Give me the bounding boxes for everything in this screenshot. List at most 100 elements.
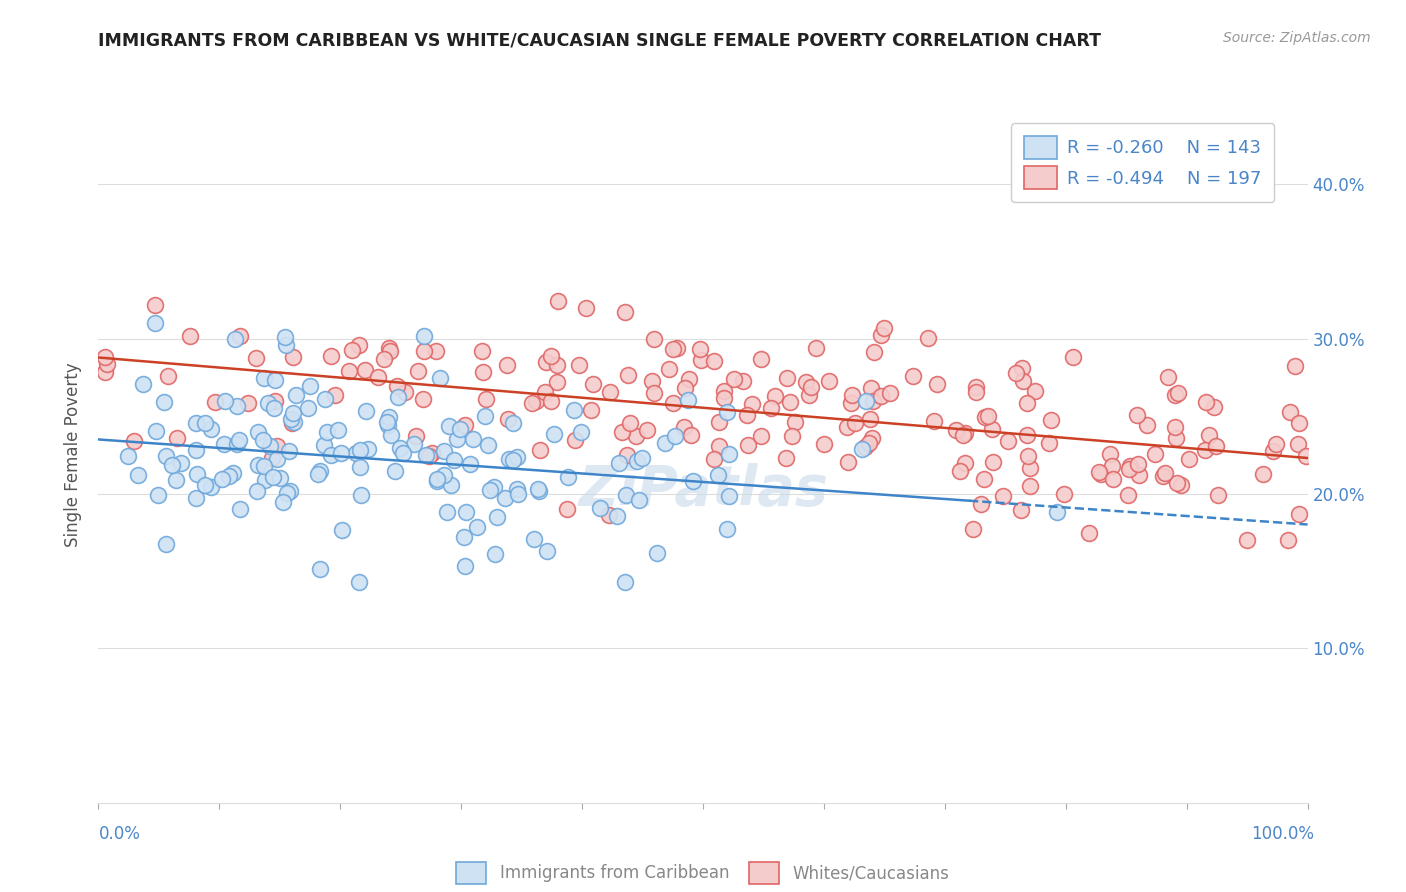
- Text: ZiPatlas: ZiPatlas: [578, 463, 828, 516]
- Point: [245, 351, 267, 365]
- Point: [471, 344, 494, 359]
- Point: [662, 396, 685, 410]
- Point: [673, 419, 696, 434]
- Point: [340, 343, 363, 357]
- Point: [588, 500, 610, 515]
- Point: [496, 358, 519, 372]
- Point: [523, 533, 546, 547]
- Point: [405, 429, 427, 443]
- Point: [575, 301, 598, 316]
- Point: [737, 438, 759, 452]
- Point: [870, 389, 893, 403]
- Point: [991, 489, 1014, 503]
- Point: [388, 441, 411, 455]
- Point: [1286, 437, 1309, 451]
- Point: [613, 574, 636, 589]
- Point: [247, 425, 270, 440]
- Point: [1088, 465, 1111, 479]
- Point: [763, 389, 786, 403]
- Point: [862, 393, 884, 408]
- Point: [186, 416, 208, 430]
- Text: Source: ZipAtlas.com: Source: ZipAtlas.com: [1223, 31, 1371, 45]
- Point: [1126, 408, 1149, 422]
- Point: [456, 505, 478, 519]
- Point: [626, 454, 648, 468]
- Point: [274, 330, 297, 344]
- Point: [433, 444, 456, 458]
- Point: [347, 337, 370, 351]
- Point: [713, 384, 735, 399]
- Point: [735, 408, 758, 422]
- Point: [280, 416, 302, 430]
- Point: [160, 458, 183, 472]
- Point: [536, 544, 558, 558]
- Point: [662, 342, 685, 356]
- Point: [1164, 419, 1187, 434]
- Point: [645, 546, 668, 560]
- Point: [253, 473, 276, 487]
- Point: [1136, 418, 1159, 433]
- Point: [260, 451, 283, 466]
- Point: [716, 405, 738, 419]
- Point: [1178, 452, 1201, 467]
- Point: [276, 486, 298, 500]
- Point: [1062, 351, 1084, 365]
- Point: [851, 442, 873, 457]
- Point: [226, 437, 249, 451]
- Text: 100.0%: 100.0%: [1251, 825, 1315, 843]
- Point: [357, 442, 380, 456]
- Point: [155, 449, 177, 463]
- Point: [965, 380, 987, 394]
- Point: [970, 497, 993, 511]
- Point: [222, 466, 245, 480]
- Point: [269, 471, 291, 485]
- Point: [94, 365, 117, 379]
- Point: [973, 472, 995, 486]
- Point: [658, 361, 681, 376]
- Point: [263, 401, 285, 415]
- Point: [449, 422, 471, 436]
- Point: [703, 451, 725, 466]
- Point: [384, 464, 406, 478]
- Point: [224, 332, 246, 346]
- Text: IMMIGRANTS FROM CARIBBEAN VS WHITE/CAUCASIAN SINGLE FEMALE POVERTY CORRELATION C: IMMIGRANTS FROM CARIBBEAN VS WHITE/CAUCA…: [98, 31, 1101, 49]
- Point: [547, 293, 569, 308]
- Point: [484, 547, 506, 561]
- Point: [420, 446, 443, 460]
- Point: [607, 456, 630, 470]
- Point: [749, 352, 772, 367]
- Point: [402, 437, 425, 451]
- Point: [1017, 427, 1039, 442]
- Point: [391, 445, 413, 459]
- Point: [673, 381, 696, 395]
- Point: [818, 374, 841, 388]
- Point: [627, 492, 650, 507]
- Point: [1102, 472, 1125, 486]
- Point: [800, 379, 823, 393]
- Point: [579, 402, 602, 417]
- Point: [436, 505, 458, 519]
- Point: [1039, 413, 1062, 427]
- Point: [643, 385, 665, 400]
- Point: [679, 428, 702, 442]
- Point: [1119, 459, 1142, 474]
- Point: [179, 328, 201, 343]
- Point: [211, 472, 233, 486]
- Point: [437, 419, 460, 434]
- Point: [1143, 446, 1166, 460]
- Point: [873, 321, 896, 335]
- Point: [598, 508, 620, 523]
- Point: [1295, 449, 1317, 463]
- Point: [406, 364, 429, 378]
- Point: [426, 472, 449, 486]
- Point: [624, 429, 647, 443]
- Point: [703, 354, 725, 368]
- Point: [266, 439, 288, 453]
- Point: [259, 439, 281, 453]
- Point: [546, 376, 568, 390]
- Point: [619, 416, 641, 430]
- Point: [229, 501, 252, 516]
- Point: [610, 425, 633, 439]
- Point: [446, 432, 468, 446]
- Point: [1277, 533, 1299, 547]
